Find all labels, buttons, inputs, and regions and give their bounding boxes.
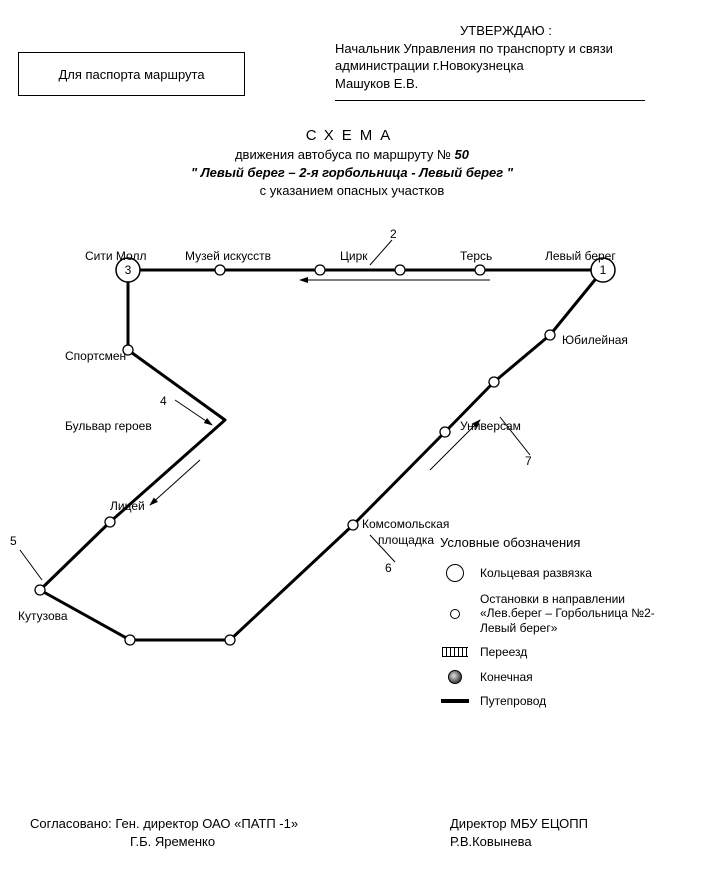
legend-crossing-label: Переезд xyxy=(480,645,685,659)
stop-11 xyxy=(105,517,115,527)
stop-label-2: Цирк xyxy=(340,249,368,263)
callout-number-7: 7 xyxy=(525,454,532,468)
stop-7 xyxy=(348,520,358,530)
ring-label-3: 3 xyxy=(125,263,132,277)
stop-1 xyxy=(315,265,325,275)
title-route-no: 50 xyxy=(455,147,469,162)
legend-row-stop: Остановки в направлении «Лев.берег – Гор… xyxy=(440,592,685,635)
stop-label-3: Терсь xyxy=(460,249,492,263)
approve-block: УТВЕРЖДАЮ : Начальник Управления по тран… xyxy=(335,22,690,92)
approve-line-4: Машуков Е.В. xyxy=(335,75,690,93)
stop-label-0: Сити Молл xyxy=(85,249,146,263)
footer-right: Директор МБУ ЕЦОПП Р.В.Ковынева xyxy=(450,815,690,851)
title-line-4: с указанием опасных участков xyxy=(260,183,445,198)
stop-icon xyxy=(440,609,470,619)
legend-row-crossing: Переезд xyxy=(440,645,685,659)
approve-line-1: УТВЕРЖДАЮ : xyxy=(335,22,690,40)
passport-label: Для паспорта маршрута xyxy=(58,67,204,82)
legend-row-terminal: Конечная xyxy=(440,670,685,684)
stop-label-14: Бульвар героев xyxy=(65,419,152,433)
legend-row-overpass: Путепровод xyxy=(440,694,685,708)
stop-label-8: площадка xyxy=(378,533,434,547)
approve-line-3: администрации г.Новокузнецка xyxy=(335,57,690,75)
stop-2 xyxy=(395,265,405,275)
stop-10 xyxy=(35,585,45,595)
approve-signature-line xyxy=(335,100,645,101)
terminal-icon xyxy=(440,670,470,684)
legend-row-ring: Кольцевая развязка xyxy=(440,564,685,582)
crossing-icon xyxy=(440,646,470,658)
callout-number-6: 6 xyxy=(385,561,392,575)
stop-5 xyxy=(489,377,499,387)
ring-icon xyxy=(440,564,470,582)
title-route-name: " Левый берег – 2-я горбольница - Левый … xyxy=(191,165,513,180)
stop-8 xyxy=(225,635,235,645)
ring-label-1: 1 xyxy=(600,263,607,277)
callout-number-4: 4 xyxy=(160,394,167,408)
legend: Условные обозначения Кольцевая развязка … xyxy=(440,535,685,718)
stop-label-15: Спортсмен xyxy=(65,349,126,363)
stop-9 xyxy=(125,635,135,645)
stop-6 xyxy=(440,427,450,437)
title-route-pre: движения автобуса по маршруту № xyxy=(235,147,455,162)
stop-label-1: Музей искусств xyxy=(185,249,271,263)
footer-left: Согласовано: Ген. директор ОАО «ПАТП -1»… xyxy=(30,815,390,851)
passport-box: Для паспорта маршрута xyxy=(18,52,245,96)
stop-label-6: Универсам xyxy=(460,419,521,433)
stop-3 xyxy=(475,265,485,275)
callout-number-2: 2 xyxy=(390,227,397,241)
callout-line-2 xyxy=(370,240,392,265)
callout-number-5: 5 xyxy=(10,534,17,548)
legend-stop-label: Остановки в направлении «Лев.берег – Гор… xyxy=(480,592,685,635)
approve-line-2: Начальник Управления по транспорту и свя… xyxy=(335,40,690,58)
footer-right-2: Р.В.Ковынева xyxy=(450,833,690,851)
stop-4 xyxy=(545,330,555,340)
direction-arrow-2 xyxy=(175,400,212,425)
overpass-icon xyxy=(440,699,470,703)
stop-label-4: Левый берег xyxy=(545,249,616,263)
footer-left-2: Г.Б. Яременко xyxy=(30,833,390,851)
stop-label-5: Юбилейная xyxy=(562,333,628,347)
stop-label-12: Кутузова xyxy=(18,609,68,623)
stop-label-7: Комсомольская xyxy=(362,517,449,531)
legend-ring-label: Кольцевая развязка xyxy=(480,566,685,580)
title-schema: СХЕМА xyxy=(306,127,399,144)
title-block: СХЕМА движения автобуса по маршруту № 50… xyxy=(0,125,704,201)
legend-overpass-label: Путепровод xyxy=(480,694,685,708)
direction-arrow-1 xyxy=(150,460,200,505)
legend-terminal-label: Конечная xyxy=(480,670,685,684)
stop-label-13: Лицей xyxy=(110,499,145,513)
legend-title: Условные обозначения xyxy=(440,535,685,550)
footer-left-1: Согласовано: Ген. директор ОАО «ПАТП -1» xyxy=(30,815,390,833)
callout-line-5 xyxy=(20,550,42,580)
stop-0 xyxy=(215,265,225,275)
footer-right-1: Директор МБУ ЕЦОПП xyxy=(450,815,690,833)
